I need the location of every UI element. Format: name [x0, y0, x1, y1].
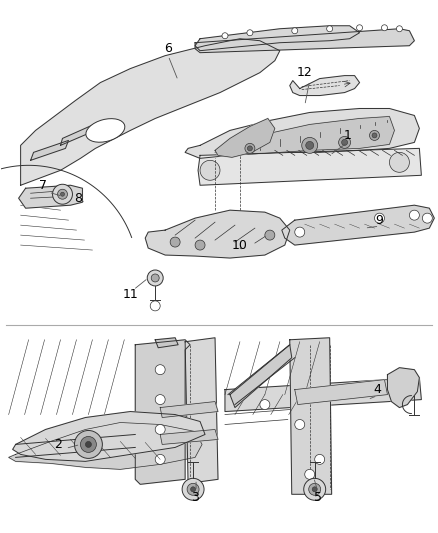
Circle shape: [155, 424, 165, 434]
Polygon shape: [185, 109, 419, 158]
Circle shape: [200, 160, 220, 180]
Circle shape: [396, 26, 403, 32]
Circle shape: [327, 26, 332, 32]
Circle shape: [60, 192, 64, 196]
Text: 11: 11: [122, 288, 138, 301]
Polygon shape: [21, 39, 280, 185]
Circle shape: [85, 441, 92, 447]
Circle shape: [191, 487, 196, 492]
Circle shape: [155, 394, 165, 405]
Polygon shape: [215, 118, 275, 157]
Circle shape: [381, 25, 388, 31]
Circle shape: [389, 152, 410, 172]
Circle shape: [53, 184, 72, 204]
Polygon shape: [225, 378, 421, 411]
Polygon shape: [230, 345, 292, 408]
Circle shape: [182, 478, 204, 500]
Circle shape: [342, 140, 348, 146]
Circle shape: [195, 240, 205, 250]
Circle shape: [245, 143, 255, 154]
Polygon shape: [160, 430, 218, 445]
Text: 7: 7: [39, 179, 46, 192]
Circle shape: [247, 30, 253, 36]
Polygon shape: [145, 210, 290, 258]
Circle shape: [155, 455, 165, 464]
Circle shape: [374, 213, 385, 223]
Polygon shape: [135, 340, 190, 484]
Circle shape: [422, 213, 432, 223]
Polygon shape: [282, 205, 434, 245]
Text: 5: 5: [314, 491, 321, 504]
Polygon shape: [290, 338, 332, 494]
Text: 12: 12: [297, 66, 313, 79]
Text: 2: 2: [55, 438, 63, 451]
Circle shape: [339, 136, 350, 148]
Circle shape: [170, 237, 180, 247]
Circle shape: [222, 33, 228, 39]
Circle shape: [295, 227, 305, 237]
Polygon shape: [19, 185, 82, 208]
Polygon shape: [60, 123, 99, 146]
Circle shape: [74, 431, 102, 458]
Circle shape: [292, 28, 298, 34]
Text: 4: 4: [374, 383, 381, 396]
Polygon shape: [13, 411, 205, 462]
Polygon shape: [155, 338, 178, 348]
Polygon shape: [185, 338, 218, 483]
Circle shape: [357, 25, 363, 31]
Polygon shape: [388, 368, 419, 408]
Circle shape: [306, 141, 314, 149]
Polygon shape: [9, 423, 202, 470]
Polygon shape: [160, 401, 218, 417]
Circle shape: [370, 131, 379, 140]
Circle shape: [312, 487, 317, 492]
Polygon shape: [290, 76, 360, 95]
Circle shape: [314, 455, 325, 464]
Circle shape: [247, 146, 252, 151]
Circle shape: [81, 437, 96, 453]
Polygon shape: [295, 379, 388, 405]
Circle shape: [260, 400, 270, 409]
Circle shape: [151, 274, 159, 282]
Circle shape: [155, 365, 165, 375]
Circle shape: [309, 483, 321, 495]
Polygon shape: [31, 140, 68, 160]
Text: 3: 3: [191, 491, 199, 504]
Ellipse shape: [86, 119, 125, 142]
Text: 8: 8: [74, 192, 82, 205]
Circle shape: [304, 478, 326, 500]
Text: 1: 1: [344, 129, 352, 142]
Circle shape: [295, 419, 305, 430]
Circle shape: [372, 133, 377, 138]
Circle shape: [305, 470, 314, 479]
Text: 6: 6: [164, 42, 172, 55]
Circle shape: [265, 230, 275, 240]
Circle shape: [302, 138, 318, 154]
Polygon shape: [195, 26, 360, 51]
Polygon shape: [215, 117, 395, 155]
Text: 10: 10: [232, 239, 248, 252]
Text: 9: 9: [375, 214, 383, 227]
Circle shape: [57, 189, 67, 199]
Circle shape: [147, 270, 163, 286]
Polygon shape: [198, 148, 421, 185]
Circle shape: [410, 210, 419, 220]
Circle shape: [187, 483, 199, 495]
Polygon shape: [195, 29, 414, 53]
Circle shape: [150, 301, 160, 311]
